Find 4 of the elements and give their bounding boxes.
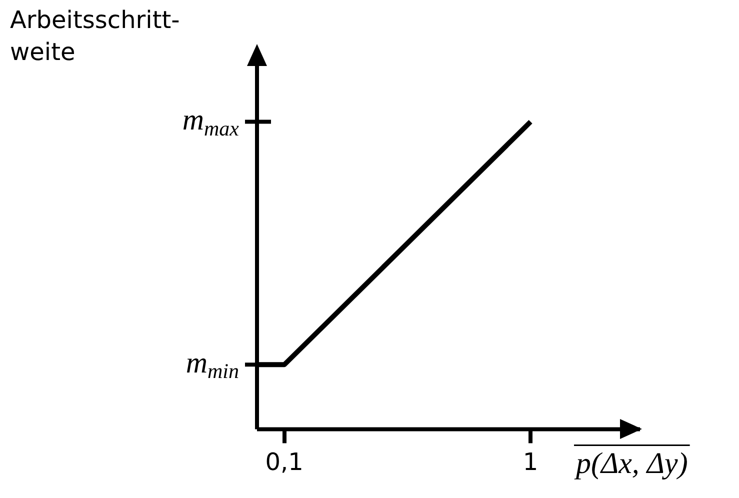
y-axis-title: Arbeitsschritt- weite xyxy=(10,6,180,66)
x-tick-label: 1 xyxy=(522,448,538,476)
x-tick-label: 0,1 xyxy=(265,448,304,476)
x-axis-title: p(Δx, Δy) xyxy=(574,447,688,480)
